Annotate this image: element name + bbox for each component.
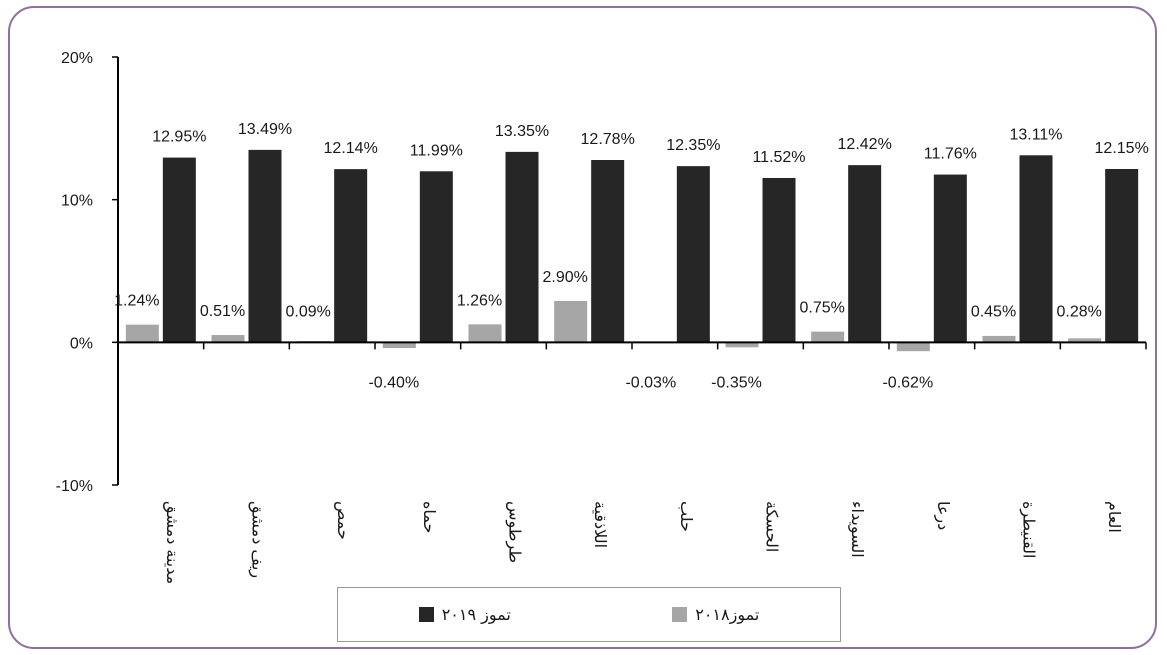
legend-item-2018: تموز٢٠١٨ [672, 605, 759, 624]
category-label: طرطوس [505, 501, 525, 563]
label-2019: 13.11% [1009, 126, 1062, 143]
bar-2018 [382, 342, 416, 349]
label-2018: 0.75% [799, 300, 844, 317]
category-label: حماه [420, 501, 439, 533]
bar-2019 [162, 157, 196, 343]
bar-2019 [419, 171, 453, 343]
y-tick-label: 20% [61, 50, 93, 67]
legend-item-2019: تموز ٢٠١٩ [418, 605, 511, 624]
data-labels: 12.95% 1.24% 13.49% 0.51% 12.14% 0.09% 11.99% -… [114, 121, 1149, 391]
bar-2018 [211, 335, 245, 343]
category-labels: مدينة دمشق ريف دمشق حمص حماه طرطوس اللاذقية حل… [162, 501, 1124, 584]
label-2018: 2.90% [542, 269, 587, 286]
label-2018: 0.51% [200, 303, 245, 320]
series-2018-bars [125, 300, 1102, 352]
bar-2019 [676, 166, 710, 343]
label-2019: 13.49% [238, 121, 292, 138]
category-label: السويداء [847, 501, 867, 558]
label-2018: -0.40% [368, 374, 419, 391]
label-2019: 12.95% [152, 129, 206, 146]
category-label: حلب [677, 501, 696, 532]
category-label: الحسكة [763, 501, 782, 552]
label-2018: 0.09% [285, 303, 330, 320]
bar-2018 [725, 342, 759, 348]
category-label: العام [1105, 501, 1124, 533]
legend-label-2019: تموز ٢٠١٩ [441, 605, 511, 624]
label-2019: 12.15% [1095, 140, 1149, 157]
bar-2018 [896, 342, 930, 352]
bar-2019 [591, 160, 625, 343]
legend-swatch-2019 [418, 607, 434, 622]
legend: تموز٢٠١٨ تموز ٢٠١٩ [337, 587, 841, 642]
bar-2019 [334, 169, 368, 343]
label-2018: -0.62% [882, 374, 933, 391]
y-tick-label: -10% [56, 478, 93, 495]
label-2019: 11.76% [924, 146, 977, 163]
bar-2019 [848, 165, 882, 343]
label-2019: 12.78% [581, 131, 635, 148]
label-2018: 0.45% [971, 303, 1016, 320]
label-2018: -0.35% [711, 374, 762, 391]
series-2019-bars [162, 149, 1139, 343]
y-tick-label: 10% [61, 193, 93, 210]
category-label: حمص [333, 501, 353, 540]
category-label: درعا [933, 501, 953, 530]
bar-2019 [248, 149, 282, 343]
bar-2018 [982, 335, 1016, 343]
bar-2019 [933, 174, 967, 343]
category-label: ريف دمشق [248, 501, 268, 578]
label-2019: 12.42% [838, 136, 892, 153]
label-2018: 0.28% [1056, 303, 1101, 320]
label-2018: 1.24% [114, 293, 159, 310]
bar-2019 [1105, 168, 1139, 343]
bar-2019 [505, 151, 539, 343]
category-label: مدينة دمشق [162, 501, 182, 584]
bar-2018 [125, 324, 159, 343]
label-2019: 13.35% [495, 123, 549, 140]
legend-swatch-2018 [672, 607, 688, 622]
bar-2018 [468, 324, 502, 343]
category-label: اللاذقية [591, 501, 610, 548]
bar-2019 [762, 177, 796, 343]
y-tick-label: 0% [70, 335, 93, 352]
label-2019: 11.52% [752, 149, 805, 166]
bar-2018 [1068, 338, 1102, 343]
label-2018: -0.03% [625, 374, 676, 391]
legend-label-2018: تموز٢٠١٨ [695, 605, 760, 624]
bar-2019 [1019, 155, 1053, 343]
bar-2018 [811, 331, 845, 343]
category-label: القنيطرة [1019, 501, 1039, 558]
bar-2018 [554, 300, 588, 343]
axes: -10% 0% 10% 20% [56, 50, 1147, 495]
label-2019: 12.35% [666, 137, 720, 154]
label-2018: 1.26% [457, 292, 502, 309]
label-2019: 11.99% [410, 142, 463, 159]
label-2019: 12.14% [324, 140, 378, 157]
